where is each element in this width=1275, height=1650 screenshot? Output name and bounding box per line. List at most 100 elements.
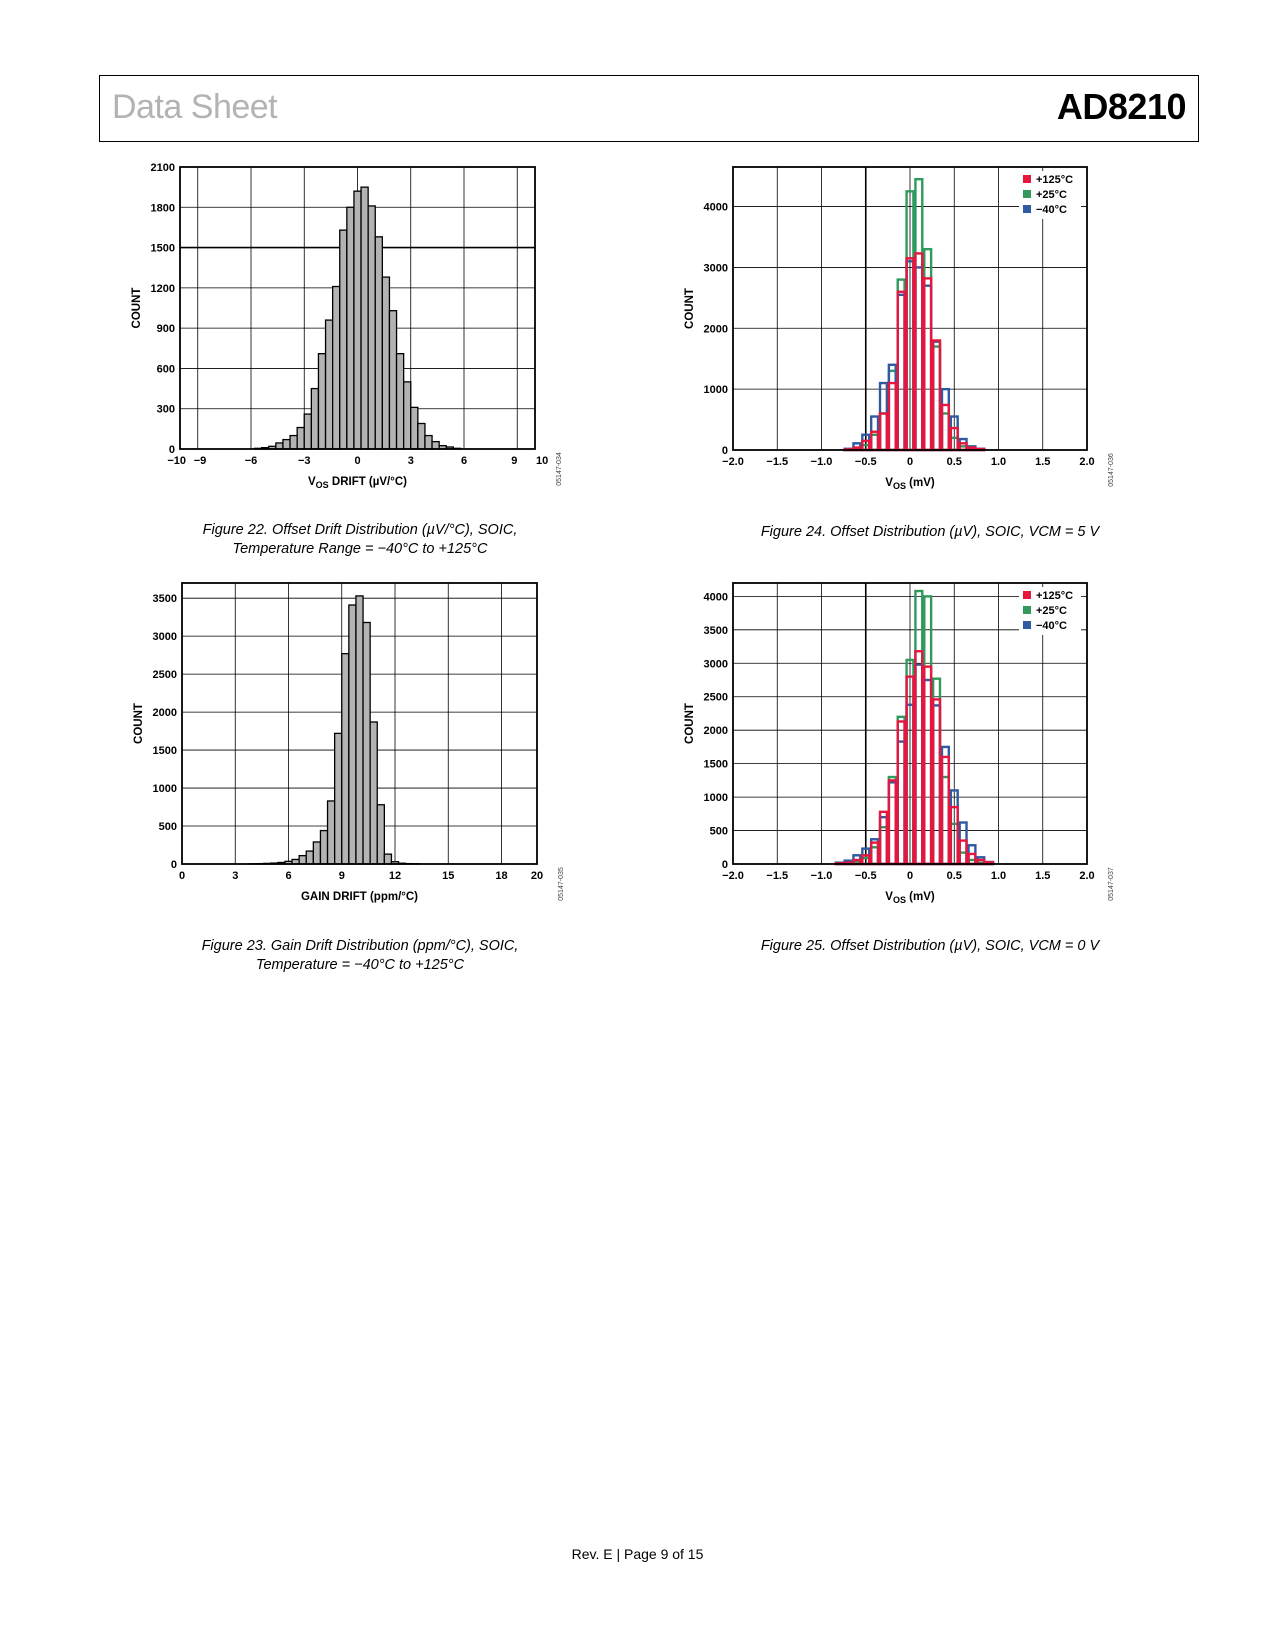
legend: +125°C +25°C −40°C [1019, 587, 1081, 635]
x-axis-label-unit: DRIFT (µV/°C) [329, 476, 407, 488]
x-tick-label: −3 [298, 455, 311, 467]
x-tick-label: 3 [408, 455, 414, 467]
histogram-bar [310, 387, 320, 450]
x-tick-label: 0 [179, 870, 185, 882]
x-tick-label: 6 [461, 455, 467, 467]
histogram-bar [331, 285, 341, 450]
x-tick-label: 0 [907, 456, 913, 468]
histogram-bar [324, 319, 334, 450]
legend-label: +125°C [1036, 590, 1073, 602]
histogram-bin-outline [878, 412, 889, 452]
y-tick-label: 500 [710, 826, 728, 838]
y-tick-label: 1500 [153, 745, 177, 757]
y-tick-label: 1200 [151, 283, 175, 295]
x-tick-label: 6 [285, 870, 291, 882]
histogram-bar [395, 353, 405, 450]
x-tick-label: 9 [339, 870, 345, 882]
x-tick-label: −0.5 [855, 456, 877, 468]
y-tick-label: 3500 [153, 593, 177, 605]
y-tick-label: 3000 [704, 262, 728, 274]
x-tick-label: 1.5 [1035, 870, 1050, 882]
histogram-bar [383, 853, 393, 865]
histogram-bin-outline [931, 698, 942, 866]
histogram-bar [355, 595, 364, 865]
legend-swatch [1023, 591, 1031, 599]
legend-label: +25°C [1036, 189, 1067, 201]
x-axis-label: GAIN DRIFT (ppm/°C) [301, 891, 418, 903]
x-tick-label: 1.5 [1035, 456, 1050, 468]
histogram-bar [424, 434, 433, 450]
histogram-bar [319, 829, 329, 865]
figure-23-histogram: 0 500 1000 1500 2000 2500 3000 3500 0 3 6 9 12 15 18 20… [133, 582, 565, 903]
y-tick-label: 2500 [704, 692, 728, 704]
figure-24-caption: Figure 24. Offset Distribution (µV), SOI… [720, 523, 1140, 542]
histogram-bar [289, 434, 298, 450]
x-tick-label: −1.5 [766, 456, 788, 468]
histogram-bar [312, 841, 322, 865]
x-axis-label-unit: (mV) [906, 477, 935, 489]
histogram-bar [353, 190, 362, 450]
histogram-bar [296, 426, 305, 450]
y-tick-label: 1000 [704, 792, 728, 804]
histogram-bin-outline [869, 841, 880, 866]
figure-25-caption: Figure 25. Offset Distribution (µV), SOI… [720, 937, 1140, 956]
histogram-bar [381, 276, 391, 450]
histogram-bar [362, 621, 371, 865]
plot-frame [732, 582, 1088, 865]
legend-swatch [1023, 205, 1031, 213]
caption-line-2: Temperature = −40°C to +125°C [255, 957, 465, 973]
x-axis-label-main: V [885, 477, 893, 489]
y-tick-label: 1000 [153, 783, 177, 795]
x-tick-label: 1.0 [991, 456, 1006, 468]
y-tick-label: 2000 [153, 707, 177, 719]
x-tick-label: 3 [232, 870, 238, 882]
y-tick-label: 300 [157, 404, 175, 416]
legend: +125°C +25°C −40°C [1019, 171, 1081, 219]
caption-line-1: Figure 23. Gain Drift Distribution (ppm/… [201, 938, 519, 954]
legend-swatch [1023, 621, 1031, 629]
caption-line-1: Figure 24. Offset Distribution (µV), SOI… [760, 524, 1100, 540]
x-tick-label: 2.0 [1079, 870, 1094, 882]
x-tick-label: 0.5 [947, 456, 962, 468]
histogram-bar [346, 206, 355, 450]
figure-25-histogram: +125°C +25°C −40°C 0 500 1000 1500 2000 2500 3000… [684, 582, 1115, 905]
histogram-bar [369, 721, 378, 865]
histogram-bar [282, 438, 291, 450]
page-header: Data Sheet AD8210 [99, 75, 1199, 142]
legend-swatch [1023, 606, 1031, 614]
x-tick-label: 0 [354, 455, 360, 467]
plot-frame [732, 166, 1088, 451]
y-tick-label: 3000 [153, 631, 177, 643]
figure-22-histogram: 0 300 600 900 1200 1500 1800 2100 −10 −9 −6 −3 0 3 6 9 1… [131, 162, 563, 490]
x-axis-label-unit: (mV) [906, 891, 935, 903]
x-axis-label-main: V [885, 891, 893, 903]
histogram-bin-outline [931, 339, 942, 452]
x-tick-label: 0 [907, 870, 913, 882]
histogram-bar [376, 804, 385, 865]
x-axis-label: VOS DRIFT (µV/°C) [308, 476, 407, 490]
x-axis-label: VOS (mV) [885, 477, 935, 491]
y-tick-label: 2500 [153, 669, 177, 681]
histogram-bar [402, 381, 412, 450]
legend-swatch [1023, 190, 1031, 198]
histogram-bin-outline [887, 381, 897, 452]
histogram-bin-outline [887, 779, 897, 866]
histogram-bar [317, 353, 327, 450]
histogram-bar [360, 186, 369, 450]
y-tick-label: 2000 [704, 725, 728, 737]
y-tick-label: 600 [157, 363, 175, 375]
histogram-bin-outline [896, 720, 906, 866]
y-tick-label: 1800 [151, 202, 175, 214]
histogram-bar [388, 310, 398, 450]
plot-frame [181, 582, 538, 865]
y-tick-label: 2100 [151, 162, 175, 174]
histogram-bar [431, 440, 440, 450]
histogram-bar [417, 422, 426, 450]
figure-23-caption: Figure 23. Gain Drift Distribution (ppm/… [150, 937, 570, 975]
figure-code: 05147-034 [556, 452, 563, 486]
x-tick-label: −1.0 [811, 456, 833, 468]
y-tick-label: 500 [159, 821, 177, 833]
x-tick-label: −2.0 [722, 456, 744, 468]
x-tick-label: −0.5 [855, 870, 877, 882]
histogram-bin-outline [923, 665, 933, 866]
